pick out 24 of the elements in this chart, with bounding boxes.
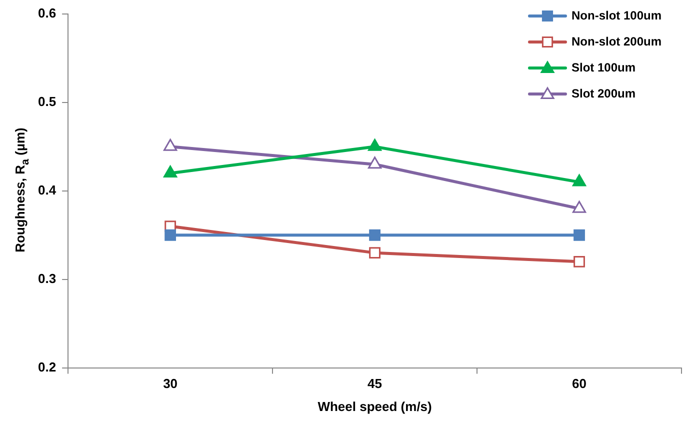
x-tick-label: 60 [572,376,586,392]
y-tick-label: 0.6 [38,6,56,21]
legend-label: Non-slot 100um [572,8,662,22]
point [574,229,585,241]
y-tick-label: 0.2 [38,359,56,374]
y-tick-label: 0.5 [38,94,56,110]
x-axis-title: Wheel speed (m/s) [318,398,432,414]
point [164,138,178,151]
point [368,156,382,169]
legend-label: Slot 100um [572,60,636,74]
x-tick-label: 45 [368,376,382,392]
point [368,138,382,151]
point [164,229,176,241]
point [164,165,178,178]
x-tick-label: 30 [163,376,178,392]
point [369,247,380,259]
point [369,229,380,241]
point [574,256,585,268]
legend-label: Slot 200um [572,86,636,100]
y-tick-label: 0.3 [38,270,56,286]
point [572,174,586,186]
y-tick-label: 0.4 [38,182,57,198]
point [572,200,586,213]
legend-label: Non-slot 200um [572,34,662,48]
